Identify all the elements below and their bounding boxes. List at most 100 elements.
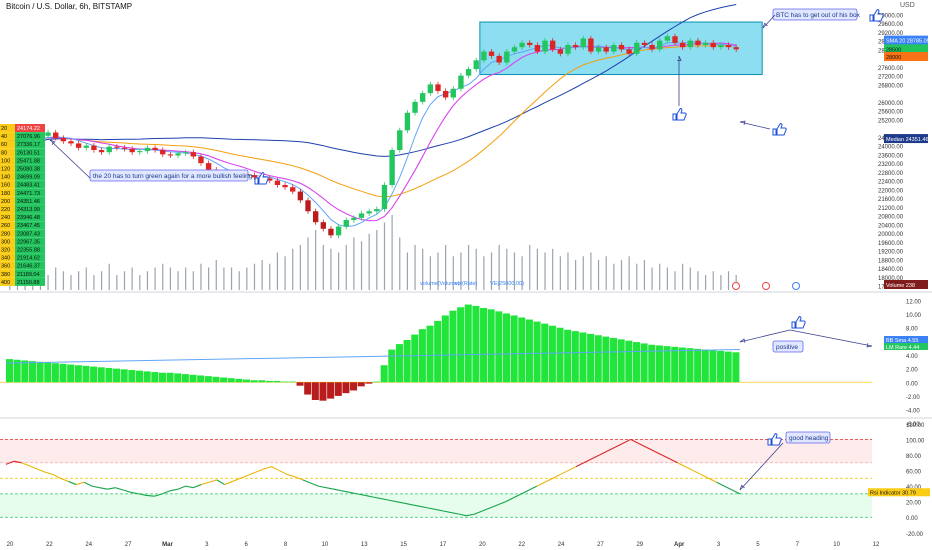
volume-bar [100, 271, 103, 290]
candle-body [488, 51, 495, 56]
volume-bar [78, 271, 80, 290]
rsi-line-segment [552, 473, 561, 479]
volume-bar [529, 245, 531, 290]
volume-bar [720, 275, 722, 290]
rsi-line-segment [286, 473, 296, 478]
candle-body [412, 101, 418, 113]
momentum-bar [548, 325, 556, 383]
volume-bar [422, 248, 424, 290]
volume-bar [146, 271, 149, 290]
rsi-line-segment [185, 485, 194, 489]
volume-bar [697, 271, 699, 290]
left-price-label: 21646.37 [17, 264, 40, 270]
right-price-badge-text: 28500 [886, 47, 901, 53]
momentum-bar [556, 327, 564, 383]
volume-bar [284, 256, 286, 290]
momentum-bar [44, 362, 52, 383]
left-period-label: 220 [1, 207, 10, 213]
rsi-line-segment [326, 487, 335, 490]
rsi-line-segment [513, 493, 522, 499]
x-axis-tick: 8 [284, 542, 288, 548]
rsi-line-segment [76, 481, 85, 486]
left-period-bg [0, 180, 15, 189]
candle-body [672, 36, 678, 43]
volume-bar [376, 230, 378, 290]
annotation-arrow-head [762, 22, 768, 29]
labels-layer: 30000.0029200.0028400.0027600.0026800.00… [0, 8, 930, 548]
left-period-bg [0, 140, 15, 149]
candle-body [450, 88, 456, 98]
left-price-bg [15, 253, 45, 262]
momentum-bar [174, 373, 182, 383]
thumbs-up-icon [791, 316, 806, 329]
rsi-line-segment [591, 454, 600, 460]
momentum-bar [212, 376, 220, 383]
momentum-bar [472, 305, 480, 383]
left-period-bg [0, 277, 15, 286]
left-price-label: 21914.62 [17, 256, 40, 262]
momentum-bar [403, 340, 411, 383]
candle-body [473, 60, 479, 70]
rsi-line-segment [13, 460, 22, 464]
rsi-axis-tick: 20.00 [906, 501, 922, 507]
momentum-bar [273, 380, 281, 383]
price-axis-tick: 22400.00 [878, 180, 904, 186]
candle-body [595, 47, 602, 52]
candle-body [305, 200, 311, 212]
rsi-line-segment [583, 458, 592, 464]
price-axis-tick: 21600.00 [878, 197, 904, 203]
thumbs-up-glyph [767, 433, 782, 446]
momentum-bar [105, 367, 113, 383]
annotation-arrow-head [739, 484, 745, 491]
rsi-line-segment [341, 490, 350, 493]
candle-body [603, 47, 609, 52]
candle-body [290, 187, 296, 192]
volume-bar [590, 252, 592, 290]
volume-bar [108, 263, 110, 290]
rsi-line-segment [677, 462, 686, 468]
momentum-bar [158, 372, 166, 383]
rsi-line-segment [52, 473, 61, 479]
momentum-bar [373, 381, 381, 383]
momentum-axis-tick: 12.00 [906, 299, 922, 305]
candle-body [634, 42, 640, 54]
left-price-bg [15, 140, 45, 149]
candle-body [267, 178, 273, 181]
volume-bar [613, 263, 615, 290]
x-axis-tick: 5 [756, 542, 760, 548]
volume-bar [483, 256, 485, 290]
rsi-overbought-zone [0, 439, 872, 463]
left-price-bg [15, 261, 45, 270]
annotation-bullish-bg [89, 169, 249, 182]
momentum-bar [732, 352, 740, 383]
candle-body [710, 42, 716, 48]
momentum-bar [701, 349, 709, 383]
price-axis-tick: 18800.00 [878, 258, 904, 264]
rsi-line-segment [731, 489, 741, 495]
volume-bar [460, 252, 462, 290]
volume-bar [47, 275, 49, 290]
rsi-line-segment [263, 466, 272, 470]
x-axis-tick: 24 [558, 542, 565, 548]
candle-body [114, 146, 120, 148]
rsi-axis-tick: 0.00 [906, 516, 918, 522]
rsi-line-segment [193, 484, 202, 489]
volume-bar [582, 256, 584, 290]
candle-body [404, 112, 411, 131]
left-price-label: 25471.88 [17, 158, 40, 164]
volume-bar [55, 267, 57, 290]
volume-bar [575, 260, 577, 290]
thumbs-up-icon [772, 123, 787, 136]
left-price-label: 21150.88 [17, 280, 40, 286]
momentum-bar [28, 361, 36, 383]
candle-body [144, 147, 151, 152]
left-price-label: 27076.96 [17, 134, 40, 140]
candle-body [160, 150, 166, 155]
momentum-bar [220, 377, 228, 383]
momentum-legend-text: LM Rare 4.44 [886, 345, 919, 351]
volume-bar [131, 267, 133, 290]
momentum-bar [151, 372, 159, 383]
candle-body [389, 150, 395, 185]
momentum-bar [648, 344, 656, 383]
left-period-bg [0, 164, 15, 173]
